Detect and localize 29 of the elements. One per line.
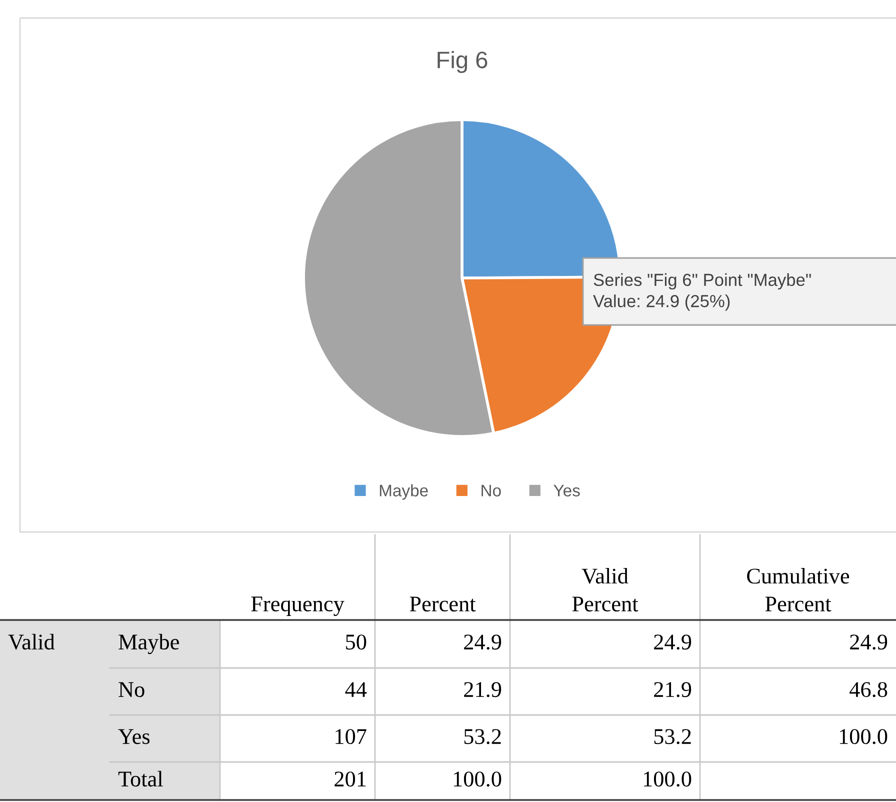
legend-label: No bbox=[482, 484, 501, 496]
text: 21.9 bbox=[464, 682, 502, 698]
text: Frequency bbox=[251, 596, 344, 616]
text: Total bbox=[118, 770, 163, 787]
text: Valid bbox=[8, 634, 55, 650]
text: Percent bbox=[410, 596, 476, 612]
text: Series "Fig 6" Point "Maybe" Value: 24.9 (25%) bbox=[593, 273, 811, 311]
text: 53.2 bbox=[464, 729, 501, 744]
text: Yes bbox=[118, 729, 150, 744]
text: 53.2 bbox=[654, 729, 691, 744]
legend-label: Yes bbox=[554, 484, 580, 496]
text: 201 bbox=[334, 772, 366, 787]
text: Maybe bbox=[118, 634, 179, 654]
text: 100.0 bbox=[644, 772, 692, 787]
text: 24.9 bbox=[850, 634, 888, 650]
chart-title: Fig 6 bbox=[438, 50, 488, 74]
legend-label: Maybe bbox=[380, 484, 428, 500]
text: 100.0 bbox=[840, 729, 888, 744]
text: Valid Percent bbox=[572, 568, 638, 612]
text: 24.9 bbox=[654, 634, 692, 650]
text: 100.0 bbox=[454, 772, 502, 787]
text: 50 bbox=[346, 634, 366, 650]
text: 21.9 bbox=[654, 682, 692, 698]
text: 107 bbox=[336, 729, 366, 744]
text: No bbox=[118, 682, 144, 698]
text: 46.8 bbox=[850, 682, 888, 698]
text: Cumulative Percent bbox=[747, 568, 850, 612]
text: 24.9 bbox=[464, 634, 502, 650]
text: 44 bbox=[345, 682, 367, 697]
